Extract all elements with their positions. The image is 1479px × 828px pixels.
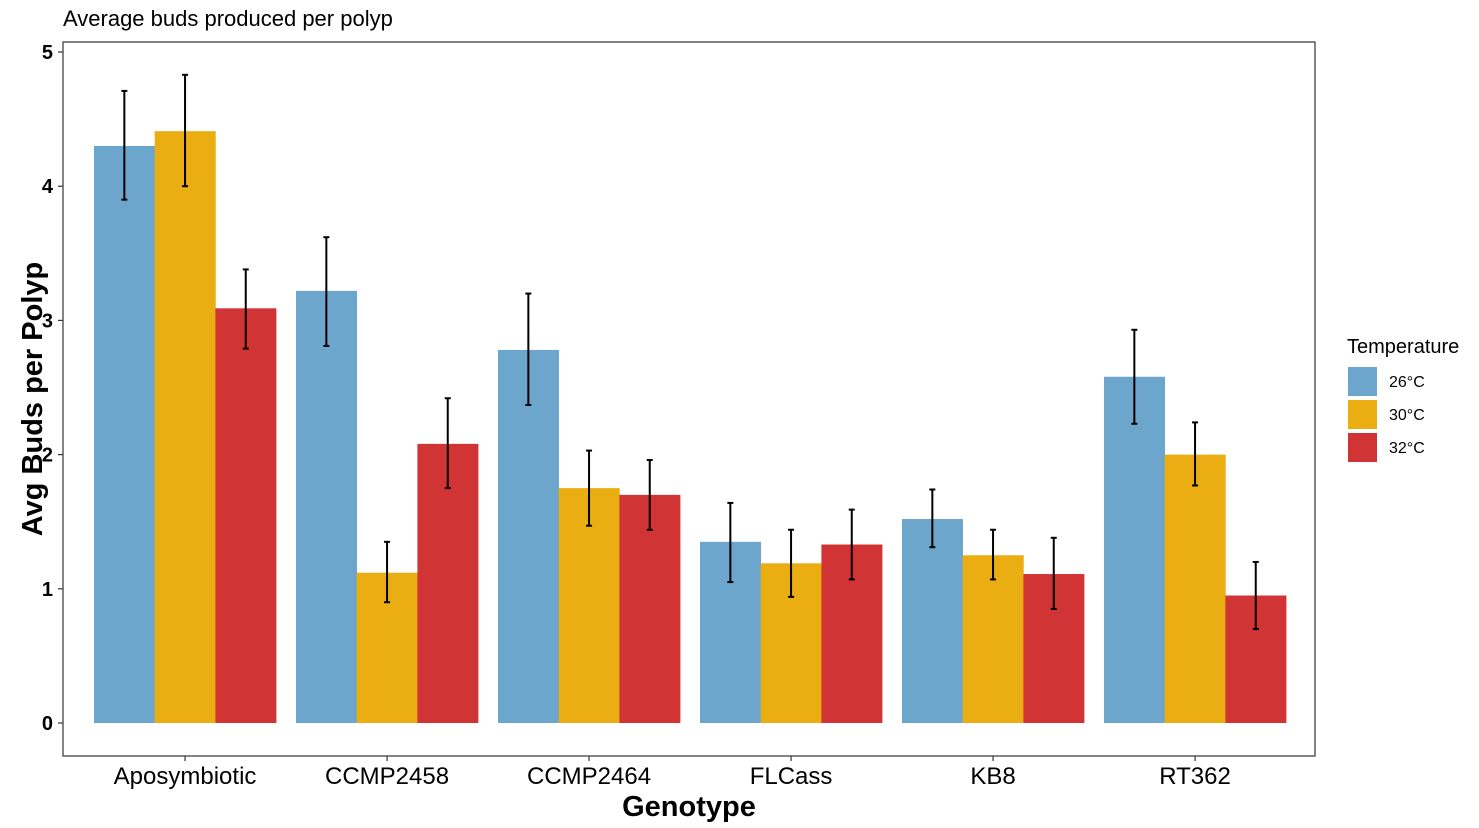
x-tick-label: KB8 (970, 763, 1015, 790)
error-bar (384, 540, 391, 604)
bar-kb8-1 (902, 519, 963, 723)
error-bar (444, 397, 451, 490)
x-axis-title: Genotype (622, 791, 756, 823)
error-bar (848, 508, 855, 581)
y-tick-label: 2 (42, 445, 53, 467)
bar-ccmp2464-1 (498, 349, 559, 723)
x-tick-label: Aposymbiotic (114, 763, 257, 790)
y-tick-label: 1 (42, 579, 53, 601)
legend: Temperature 26°C 30°C 32°C (1347, 336, 1459, 462)
x-tick-label: CCMP2458 (325, 763, 449, 790)
error-bar (182, 73, 189, 188)
bar-ccmp2458-1 (296, 290, 357, 723)
error-bar (788, 528, 795, 598)
x-axis: Aposymbiotic CCMP2458 CCMP2464 FLCass KB8 RT3… (114, 756, 1231, 790)
legend-swatch (1348, 433, 1377, 462)
error-bar (242, 268, 249, 350)
legend-label: 32°C (1389, 440, 1425, 457)
error-bar (1252, 560, 1259, 631)
error-bar (121, 89, 128, 201)
bar-aposymbiotic-3 (215, 308, 277, 723)
y-tick-label: 4 (42, 176, 54, 198)
x-tick-label: FLCass (750, 763, 833, 790)
error-bar (586, 449, 593, 527)
error-bar (1192, 421, 1199, 487)
bar-rt362-1 (1104, 376, 1165, 723)
error-bar (990, 528, 997, 581)
error-bar (929, 488, 936, 549)
x-tick-label: CCMP2464 (527, 763, 651, 790)
bar-ccmp2464-3 (619, 494, 681, 723)
x-tick-label: RT362 (1159, 763, 1231, 790)
legend-title: Temperature (1347, 336, 1459, 358)
error-bar (1050, 536, 1057, 610)
chart-title: Average buds produced per polyp (63, 6, 393, 31)
y-axis: 0 1 2 3 4 5 (42, 42, 63, 735)
error-bar (525, 292, 532, 406)
y-tick-label: 3 (42, 310, 53, 332)
legend-swatch (1348, 400, 1377, 429)
errorbars-layer (121, 73, 1259, 631)
error-bar (727, 501, 734, 584)
error-bar (1131, 328, 1138, 425)
legend-swatch (1348, 367, 1377, 396)
bar-ccmp2464-2 (558, 488, 620, 723)
y-tick-label: 0 (42, 713, 53, 735)
bar-ccmp2458-3 (417, 443, 479, 723)
y-tick-label: 5 (42, 42, 53, 64)
bar-rt362-2 (1164, 454, 1226, 723)
bar-aposymbiotic-2 (154, 131, 216, 724)
bar-aposymbiotic-1 (94, 145, 155, 723)
bar-kb8-2 (962, 555, 1024, 723)
error-bar (646, 458, 653, 531)
y-axis-title: Avg Buds per Polyp (17, 262, 49, 536)
plot-panel-border (62, 41, 1316, 757)
bars-layer (94, 131, 1287, 724)
error-bar (323, 236, 330, 347)
legend-label: 26°C (1389, 374, 1425, 391)
legend-label: 30°C (1389, 407, 1425, 424)
